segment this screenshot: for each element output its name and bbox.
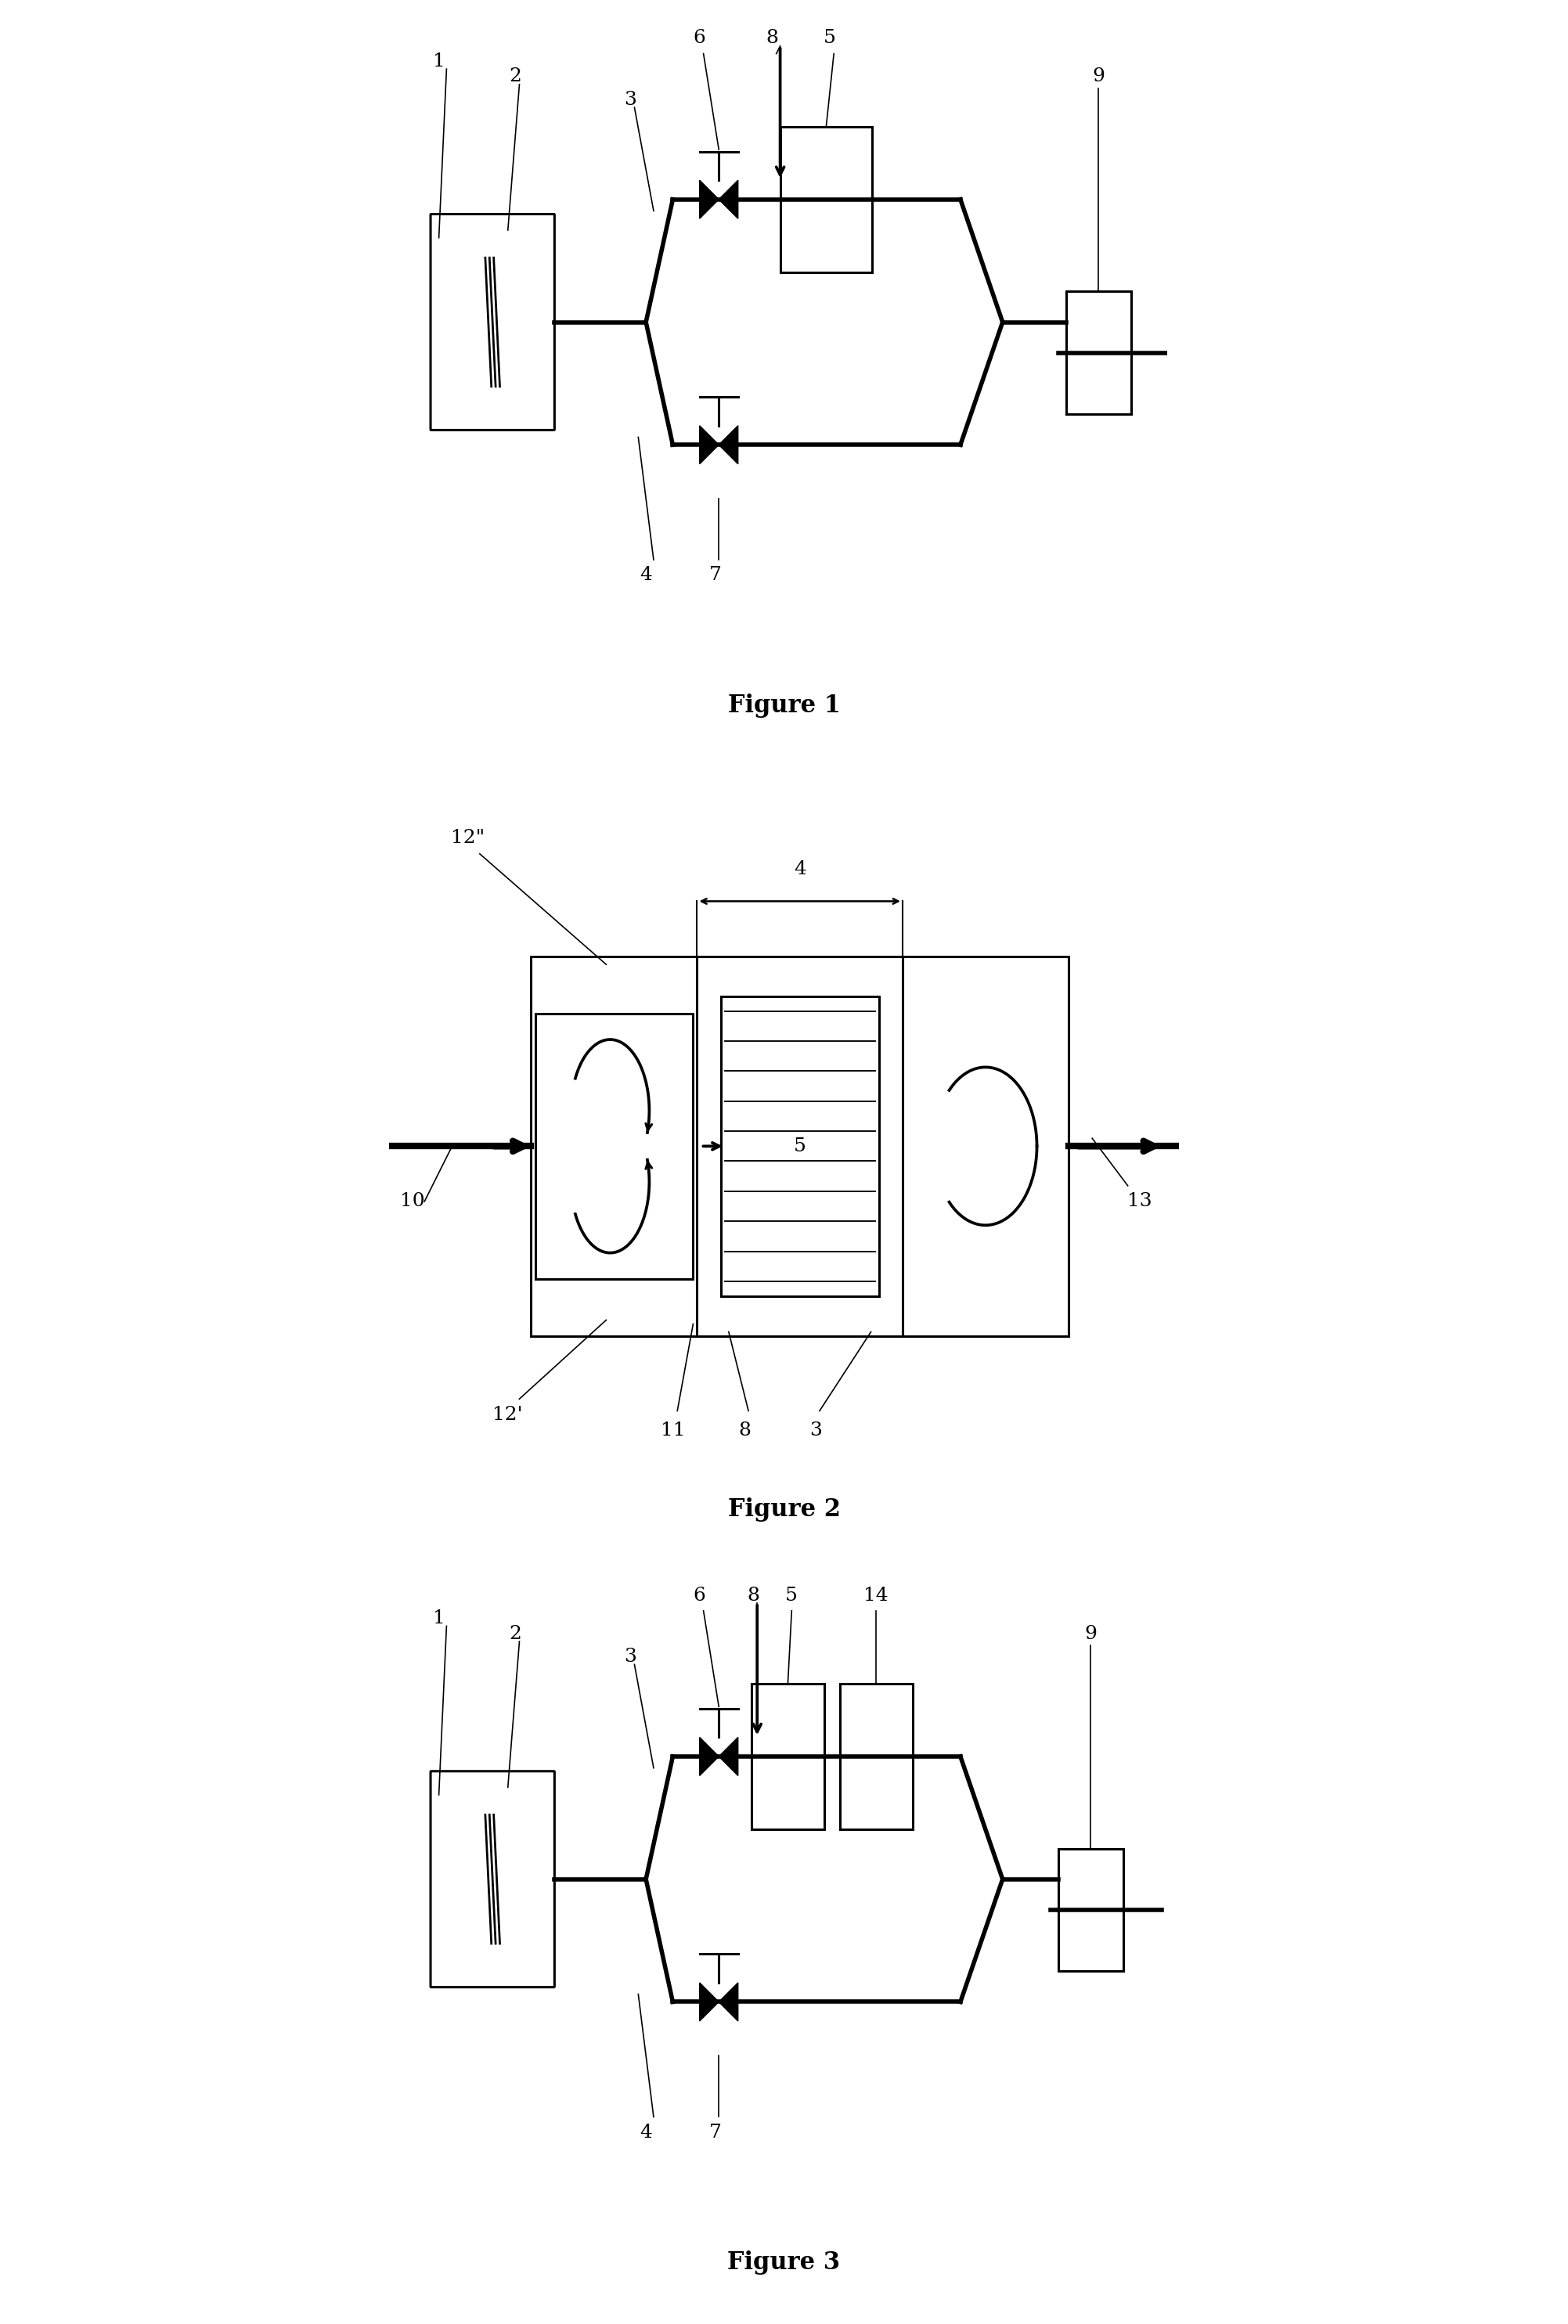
Text: 4: 4 [640, 567, 652, 583]
Bar [1058, 1848, 1123, 1971]
Bar [721, 997, 878, 1297]
Text: 5: 5 [786, 1587, 798, 1604]
Polygon shape [699, 1738, 718, 1776]
Text: 8: 8 [746, 1587, 759, 1604]
Text: 12": 12" [452, 830, 485, 846]
Polygon shape [699, 1982, 718, 2022]
Text: 5: 5 [823, 30, 836, 46]
Text: 10: 10 [400, 1192, 425, 1211]
Text: 3: 3 [624, 1648, 637, 1666]
Text: 2: 2 [510, 67, 522, 86]
Polygon shape [718, 425, 739, 465]
Text: 2: 2 [510, 1624, 522, 1643]
Text: Figure 2: Figure 2 [728, 1497, 840, 1522]
Text: 7: 7 [709, 567, 721, 583]
Polygon shape [718, 1982, 739, 2022]
Bar [1066, 290, 1131, 414]
Text: 13: 13 [1127, 1192, 1152, 1211]
Text: 5: 5 [793, 1136, 806, 1155]
Bar [535, 1013, 693, 1278]
Bar [751, 1683, 825, 1829]
Bar [839, 1683, 913, 1829]
Text: 4: 4 [640, 2124, 652, 2140]
Polygon shape [718, 1738, 739, 1776]
Polygon shape [699, 181, 718, 218]
Text: Figure 1: Figure 1 [728, 693, 840, 718]
Text: 14: 14 [864, 1587, 889, 1604]
Polygon shape [718, 181, 739, 218]
Text: 9: 9 [1085, 1624, 1098, 1643]
Text: 8: 8 [739, 1422, 751, 1439]
Text: 8: 8 [767, 30, 779, 46]
Text: 9: 9 [1093, 67, 1105, 86]
Text: 4: 4 [793, 860, 806, 878]
Bar [781, 125, 872, 272]
Text: 1: 1 [433, 53, 445, 70]
Bar [532, 957, 1068, 1336]
Text: 7: 7 [709, 2124, 721, 2140]
Text: 6: 6 [693, 1587, 706, 1604]
Text: 12': 12' [492, 1406, 522, 1425]
Text: 3: 3 [809, 1422, 822, 1439]
Text: 6: 6 [693, 30, 706, 46]
Text: 1: 1 [433, 1611, 445, 1627]
Polygon shape [699, 425, 718, 465]
Text: Figure 3: Figure 3 [728, 2250, 840, 2275]
Text: 3: 3 [624, 91, 637, 109]
Text: 11: 11 [662, 1422, 685, 1439]
